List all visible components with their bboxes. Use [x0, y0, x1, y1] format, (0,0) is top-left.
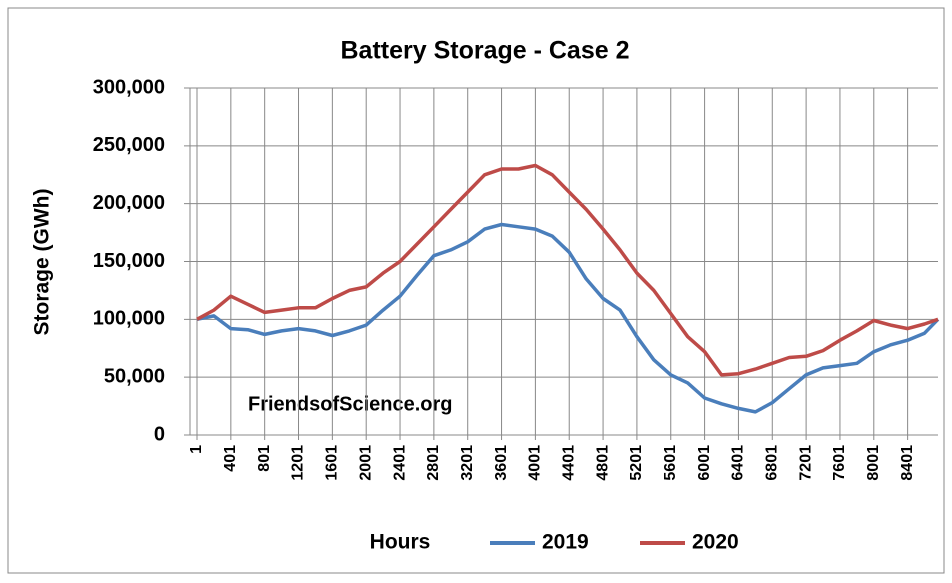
y-tick-label: 100,000: [93, 308, 165, 330]
x-tick-label: 4401: [560, 445, 577, 481]
annotation: FriendsofScience.org: [248, 393, 453, 415]
x-tick-label: 1: [188, 445, 205, 454]
x-tick-label: 2801: [425, 445, 442, 481]
x-tick-label: 5201: [628, 445, 645, 481]
x-tick-label: 6001: [696, 445, 713, 481]
legend-label: 2020: [692, 531, 739, 554]
x-tick-label: 801: [256, 445, 273, 472]
y-tick-label: 50,000: [104, 365, 165, 387]
x-tick-label: 1601: [324, 445, 341, 481]
x-tick-label: 3201: [459, 445, 476, 481]
x-tick-label: 8401: [899, 445, 916, 481]
x-tick-label: 4001: [527, 445, 544, 481]
y-tick-label: 0: [154, 423, 165, 445]
x-tick-label: 8001: [865, 445, 882, 481]
series-line: [196, 163, 939, 377]
x-axis-label: Hours: [370, 531, 431, 554]
y-tick-label: 250,000: [93, 134, 165, 156]
x-tick-label: 3601: [493, 445, 510, 481]
chart-border: [7, 7, 945, 574]
x-tick-label: 5601: [662, 445, 679, 481]
x-tick-label: 2001: [357, 445, 374, 481]
series-line: [196, 222, 940, 414]
x-tick-label: 7601: [831, 445, 848, 481]
y-tick-label: 150,000: [93, 250, 165, 272]
y-axis-label: Storage (GWh): [31, 189, 54, 336]
y-tick-label: 200,000: [93, 192, 165, 214]
x-tick-label: 7201: [797, 445, 814, 481]
x-tick-label: 6401: [730, 445, 747, 481]
x-tick-label: 2401: [391, 445, 408, 481]
x-tick-label: 4801: [594, 445, 611, 481]
y-tick-label: 300,000: [93, 76, 165, 98]
chart-title: Battery Storage - Case 2: [340, 37, 629, 65]
x-tick-label: 1201: [290, 445, 307, 481]
x-tick-label: 401: [222, 445, 239, 472]
x-tick-label: 6801: [763, 445, 780, 481]
legend-label: 2019: [542, 531, 589, 554]
